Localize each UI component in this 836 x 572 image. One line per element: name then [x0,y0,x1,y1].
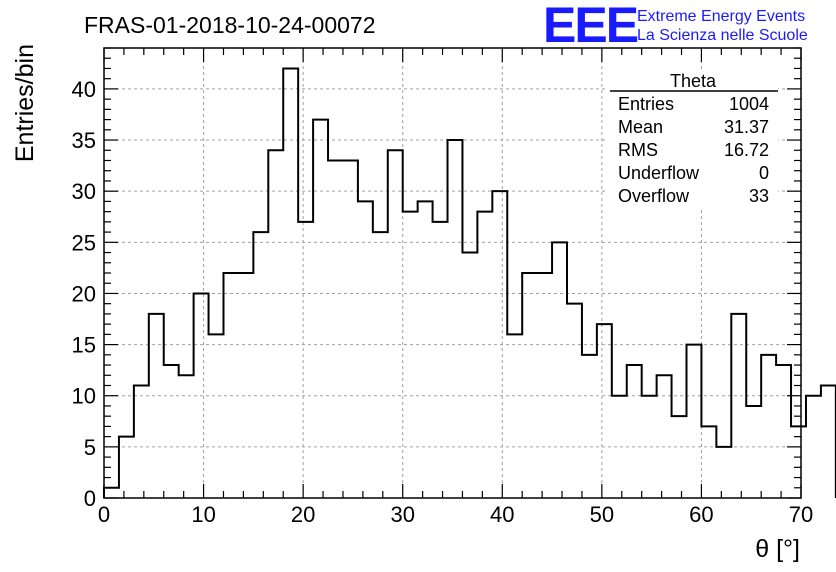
histogram-bin [597,324,612,498]
logo-line-1: Extreme Energy Events [637,8,805,25]
histogram-bin [492,191,507,498]
histogram-bin [358,201,373,498]
y-tick-label: 10 [72,384,96,409]
histogram-bin [209,334,224,498]
histogram-bin [253,232,268,498]
histogram-bin [433,222,448,498]
histogram-bin [194,293,209,498]
histogram-bin [686,345,701,498]
histogram-bin [552,242,567,498]
histogram-bin [731,314,746,498]
stats-label: RMS [618,140,658,160]
histogram-bin [164,365,179,498]
histogram-bin [388,150,403,498]
histogram-bin [298,222,313,498]
histogram-bin [238,273,253,498]
x-axis-label: θ [°] [755,535,800,563]
histogram-bin [119,437,134,498]
y-tick-label: 35 [72,128,96,153]
y-tick-label: 30 [72,179,96,204]
x-tick-label: 30 [390,502,414,527]
histogram-bin [806,396,821,498]
histogram-bin [448,140,463,498]
histogram-bin [418,201,433,498]
x-tick-label: 0 [98,502,110,527]
axis-ticks [103,47,802,499]
histogram-bin [627,365,642,498]
x-tick-label: 10 [191,502,215,527]
eee-logo: EEE Extreme Energy Events La Scienza nel… [543,0,808,53]
stats-box: Theta Entries 1004 Mean 31.37 RMS 16.72 Underf… [608,70,778,210]
histogram-bin [776,365,791,498]
histogram-bin [567,304,582,498]
histogram-line [103,67,836,498]
histogram-bin [672,416,687,498]
histogram-bin [477,212,492,498]
histogram-bin [268,150,283,498]
histogram-bin [283,68,298,498]
stats-value: 31.37 [724,117,769,137]
histogram-bin [462,253,477,498]
stats-box-background [608,70,778,210]
x-tick-label: 60 [689,502,713,527]
stats-label: Underflow [618,163,700,183]
x-tick-label: 20 [291,502,315,527]
y-tick-label: 15 [72,333,96,358]
y-tick-label: 25 [72,230,96,255]
logo-mark: EEE [543,0,638,53]
y-tick-labels: 0 5 10 15 20 25 30 35 40 [72,77,96,511]
histogram-bin [373,232,388,498]
histogram-bin [657,375,672,498]
stats-value: 16.72 [724,140,769,160]
histogram-bin [716,447,731,498]
stats-rows: Entries 1004 Mean 31.37 RMS 16.72 Underflow 0 Ov… [618,94,769,206]
histogram-bin [642,396,657,498]
histogram-bin [522,273,537,498]
chart-title: FRAS-01-2018-10-24-00072 [84,12,376,38]
histogram-bin [582,355,597,498]
y-tick-label: 5 [84,435,96,460]
histogram-bin [612,396,627,498]
histogram-bin [761,355,776,498]
histogram-bin [746,406,761,498]
histogram-bin [403,212,418,498]
stats-value: 1004 [729,94,769,114]
stats-label: Entries [618,94,674,114]
x-tick-label: 50 [590,502,614,527]
histogram-bin [134,386,149,499]
y-tick-label: 0 [84,486,96,511]
histogram-bin [179,375,194,498]
histogram-bin [104,488,119,498]
histogram-bin [821,386,836,499]
y-tick-label: 20 [72,281,96,306]
histogram-bin [507,334,522,498]
histogram-bin [537,273,552,498]
histogram-bin [149,314,164,498]
stats-value: 33 [749,186,769,206]
y-tick-label: 40 [72,77,96,102]
histogram [103,67,836,499]
y-axis-label: Entries/bin [11,44,39,162]
x-tick-label: 40 [490,502,514,527]
histogram-bin [343,161,358,499]
histogram-bin [223,273,238,498]
histogram-bin [313,120,328,498]
histogram-bin [701,426,716,498]
x-tick-labels: 0 10 20 30 40 50 60 70 [98,502,813,527]
stats-value: 0 [759,163,769,183]
x-tick-label: 70 [789,502,813,527]
logo-line-2: La Scienza nelle Scuole [637,27,808,44]
histogram-bin [328,161,343,499]
stats-box-title: Theta [670,71,717,91]
stats-label: Overflow [618,186,690,206]
stats-label: Mean [618,117,663,137]
